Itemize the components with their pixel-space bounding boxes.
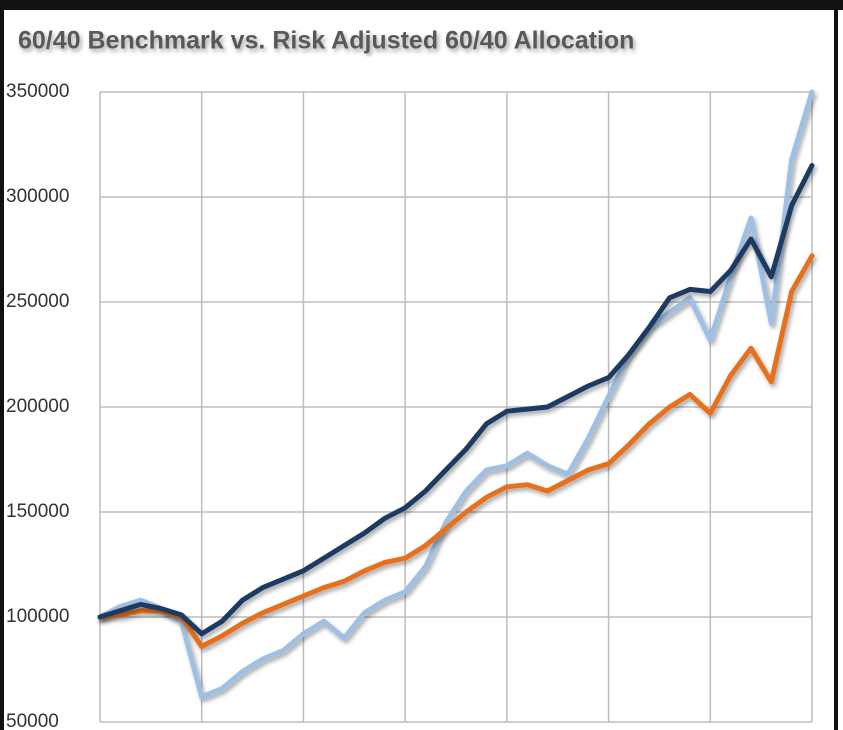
y-tick-label: 150000 [6,501,69,522]
y-tick-label: 250000 [6,291,69,312]
y-tick-label: 200000 [6,396,69,417]
right-border [834,0,838,730]
y-tick-label: 300000 [6,186,69,207]
y-tick-label: 100000 [6,606,69,627]
chart-title: 60/40 Benchmark vs. Risk Adjusted 60/40 … [18,27,634,55]
series-line [97,163,815,637]
left-border [0,0,4,730]
y-tick-label: 50000 [6,711,59,730]
series-line [97,89,815,700]
series-line [97,253,815,649]
y-tick-label: 350000 [6,81,69,102]
top-border [0,0,843,10]
